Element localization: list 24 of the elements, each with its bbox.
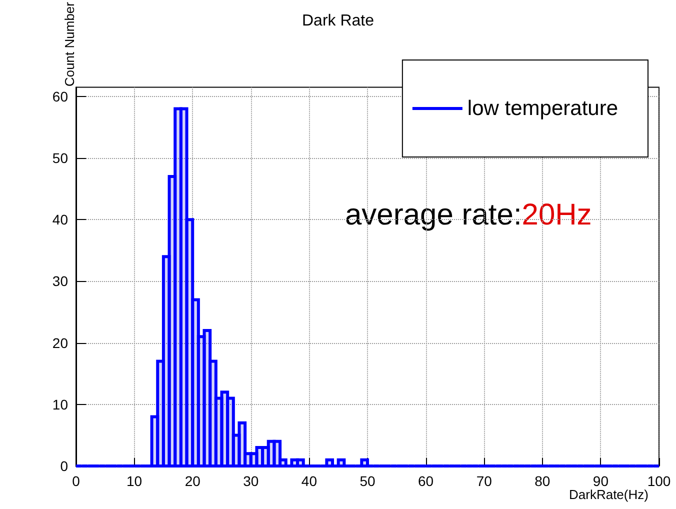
y-tick-label: 0 xyxy=(60,458,68,474)
x-tick-label: 100 xyxy=(647,473,671,489)
y-tick-label: 40 xyxy=(52,212,68,228)
x-tick-label: 30 xyxy=(243,473,259,489)
annotation: average rate: xyxy=(345,198,522,232)
y-tick-label: 20 xyxy=(52,334,68,351)
x-tick-label: 0 xyxy=(72,473,80,489)
x-tick-label: 70 xyxy=(476,473,492,489)
legend-label: low temperature xyxy=(467,97,618,120)
y-tick-label: 50 xyxy=(52,150,68,166)
x-tick-label: 50 xyxy=(360,473,376,489)
x-tick-label: 20 xyxy=(184,473,201,489)
y-tick-label: 30 xyxy=(52,273,68,290)
x-tick-label: 10 xyxy=(126,473,142,489)
x-tick-label: 90 xyxy=(592,473,609,489)
x-axis-title: DarkRate(Hz) xyxy=(569,487,648,502)
y-axis-title: Count Number xyxy=(62,1,77,87)
x-tick-label: 80 xyxy=(534,473,550,489)
annotation: 20Hz xyxy=(522,198,592,232)
chart-title: Dark Rate xyxy=(302,12,374,30)
y-tick-label: 60 xyxy=(52,88,68,104)
x-tick-label: 60 xyxy=(418,473,434,489)
x-tick-label: 40 xyxy=(301,473,318,489)
y-tick-label: 10 xyxy=(52,396,68,412)
